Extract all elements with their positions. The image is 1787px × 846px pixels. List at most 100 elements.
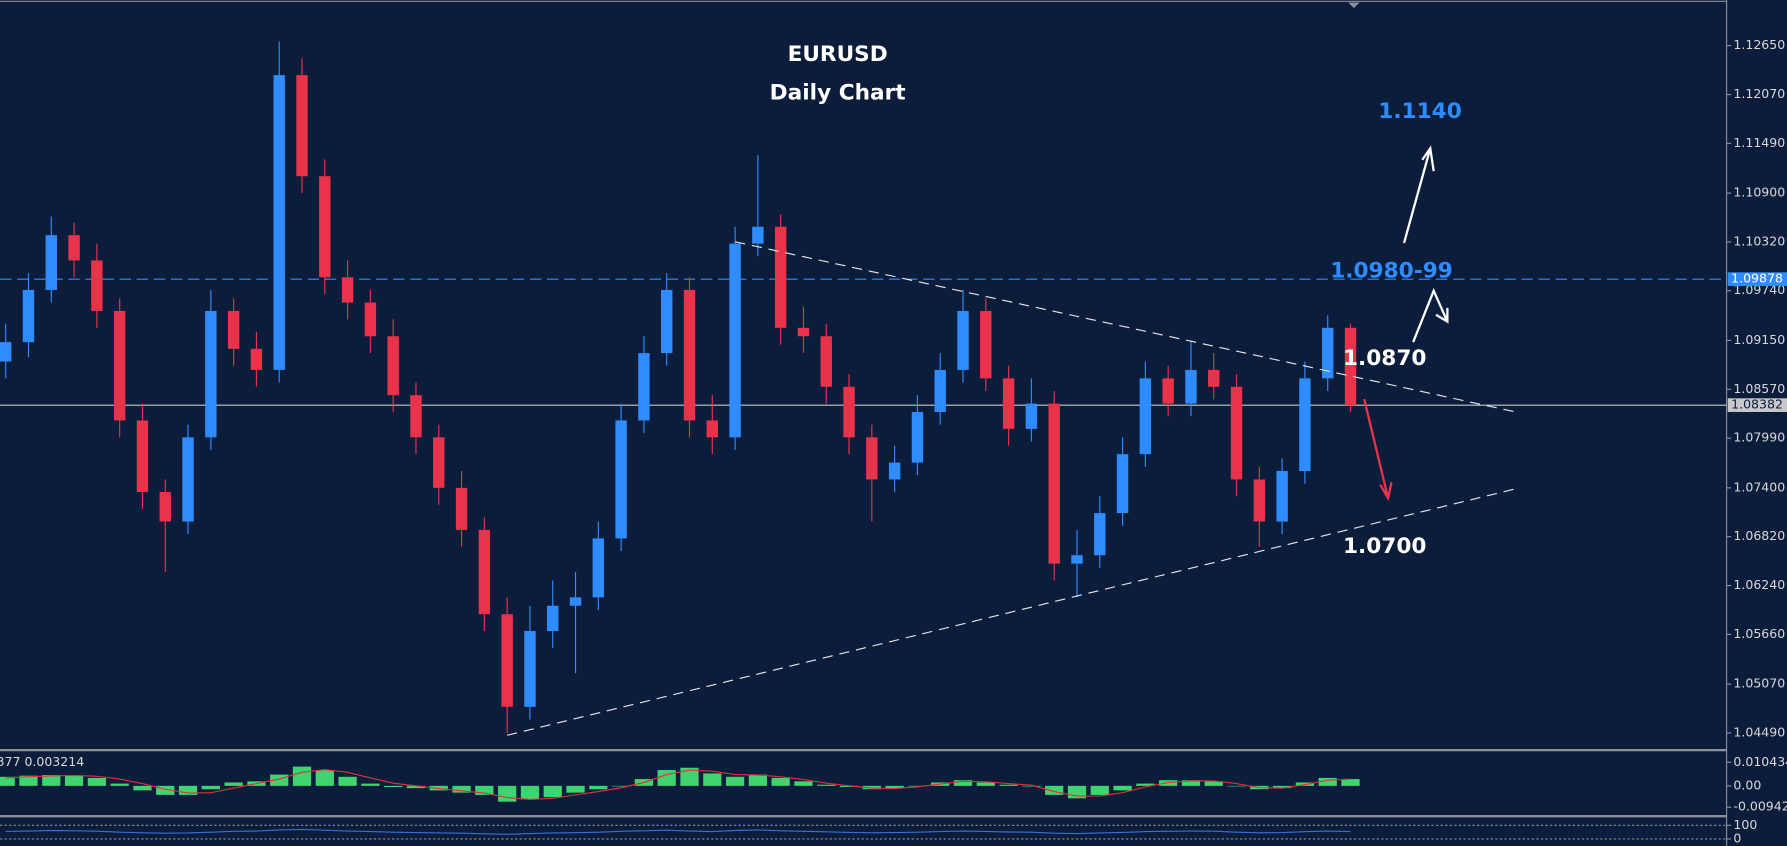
- y-tick-label: 0.00: [1733, 777, 1761, 792]
- candle-body: [1071, 555, 1083, 564]
- shift-marker: [1348, 2, 1360, 9]
- candle-body: [661, 289, 673, 354]
- candle-body: [957, 310, 969, 370]
- candle-body: [273, 75, 285, 370]
- annotation: 1.0980-99: [1330, 258, 1453, 283]
- candle-body: [22, 289, 35, 343]
- candle-body: [113, 310, 126, 421]
- candle-body: [569, 597, 582, 606]
- histogram-bar: [64, 775, 84, 786]
- candle-body: [820, 336, 832, 387]
- y-tick-label: 1.10900: [1733, 185, 1785, 200]
- price-label-box: [1727, 398, 1787, 412]
- candle-body: [364, 302, 377, 337]
- candle-body: [1002, 378, 1015, 429]
- histogram-bar: [110, 783, 129, 786]
- candle-body: [250, 348, 263, 370]
- histogram-bar: [1318, 777, 1337, 786]
- histogram-bar: [817, 784, 836, 786]
- trendline: [507, 487, 1520, 736]
- histogram-bar: [475, 785, 494, 795]
- oscillator-line: [5, 828, 1351, 835]
- y-tick-label: 1.06240: [1733, 577, 1785, 592]
- y-tick-label: -0.009428: [1733, 799, 1787, 814]
- candle-body: [774, 226, 787, 328]
- candle-body: [227, 310, 240, 349]
- arrows: [1363, 145, 1449, 502]
- candle-body: [478, 529, 491, 615]
- candle-body: [1048, 403, 1060, 564]
- histogram-bar: [520, 785, 540, 800]
- candle-body: [45, 235, 57, 290]
- candle-body: [1208, 369, 1220, 387]
- candle-body: [205, 310, 217, 438]
- candle-body: [1025, 403, 1038, 429]
- y-tick-label: 1.07990: [1733, 430, 1785, 445]
- candle-body: [319, 176, 331, 278]
- y-tick-label: 1.08570: [1733, 381, 1785, 396]
- histogram-bar: [1204, 781, 1223, 786]
- candle-body: [1139, 378, 1152, 455]
- histogram-bar: [657, 770, 676, 786]
- histogram-bar: [452, 785, 471, 793]
- candle-body: [888, 462, 901, 480]
- y-tick-label: 1.04490: [1733, 724, 1785, 739]
- candle-body: [683, 289, 696, 421]
- histogram-bar: [498, 785, 517, 802]
- candle-body: [1230, 386, 1243, 480]
- histogram-bar: [589, 785, 608, 790]
- histogram-bar: [133, 785, 152, 791]
- candle-body: [1276, 471, 1288, 522]
- candle-body: [638, 353, 650, 421]
- candle-body: [547, 605, 559, 632]
- candle-body: [68, 235, 80, 261]
- histogram-bar: [748, 774, 767, 786]
- histogram-bar: [543, 785, 562, 798]
- y-tick-label: 1.10320: [1733, 233, 1785, 248]
- histogram-bar: [794, 781, 813, 786]
- histogram-bar: [771, 777, 790, 786]
- candle-body: [501, 614, 513, 707]
- candle-body: [1344, 327, 1357, 406]
- histogram-bar: [224, 782, 243, 786]
- histogram-bar: [1045, 785, 1064, 795]
- annotation: 1.0700: [1343, 534, 1427, 559]
- annotation: 1.1140: [1378, 99, 1462, 124]
- histogram-bar: [680, 767, 699, 786]
- candle-body: [592, 538, 605, 598]
- histogram-bar: [1090, 785, 1109, 795]
- histogram-bar: [1341, 779, 1360, 786]
- chart-title: EURUSD: [788, 42, 888, 67]
- chart-subtitle: Daily Chart: [770, 81, 906, 106]
- candle-body: [341, 277, 354, 303]
- annotation: 1.0870: [1343, 346, 1427, 371]
- histogram-bar: [1113, 785, 1132, 791]
- histogram-bar: [292, 766, 312, 786]
- y-tick-label: 0: [1733, 830, 1741, 845]
- candle-body: [706, 420, 718, 438]
- candle-body: [729, 243, 741, 438]
- histogram-bar: [1227, 785, 1246, 787]
- candle-body: [1185, 369, 1197, 404]
- histogram-bar: [612, 785, 631, 787]
- candle-body: [387, 336, 399, 396]
- candle-body: [1299, 378, 1311, 472]
- y-tick-label: 1.07400: [1733, 479, 1785, 494]
- histogram-bar: [178, 785, 198, 795]
- candle-body: [136, 420, 149, 493]
- histogram-bar: [315, 770, 334, 786]
- histogram-bar: [725, 776, 745, 786]
- candle-body: [1094, 513, 1106, 556]
- candle-body: [0, 342, 12, 362]
- histogram-bar: [42, 775, 61, 786]
- candle-body: [1253, 479, 1266, 522]
- candle-body: [866, 437, 878, 480]
- y-tick-label: 1.06820: [1733, 528, 1785, 543]
- candle-body: [296, 75, 308, 177]
- candle-body: [455, 487, 468, 530]
- arrow: [1363, 398, 1393, 502]
- arrow: [1412, 287, 1449, 343]
- arrow: [1402, 145, 1435, 244]
